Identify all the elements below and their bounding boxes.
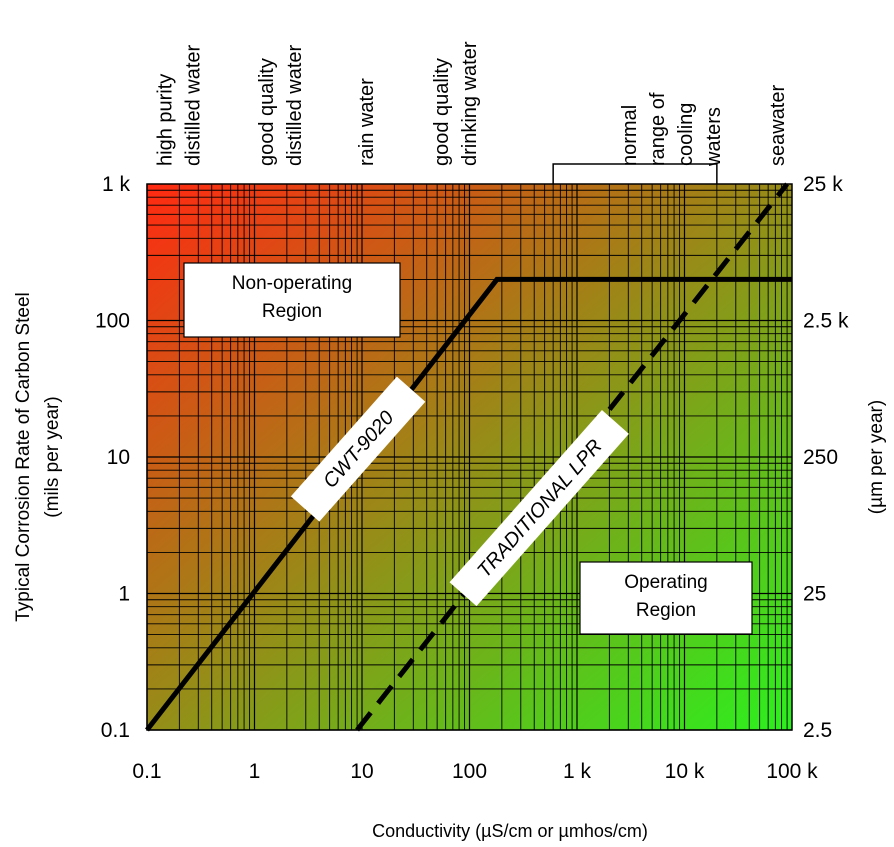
top-annotation-3-line-1: drinking water: [459, 41, 481, 166]
top-annotation-4-line-2: cooling: [675, 103, 697, 166]
x-tick-label: 10 k: [665, 760, 705, 783]
region-labels: Non-operating Region Operating Region: [183, 262, 753, 635]
x-tick-label: 100 k: [766, 760, 818, 783]
x-tick-label: 100: [452, 760, 487, 783]
y-tick-label: 10: [107, 446, 130, 469]
operating-region-label: Operating: [624, 572, 707, 593]
y-tick-label: 100: [95, 310, 130, 333]
top-annotation-2-line-0: rain water: [356, 78, 378, 166]
cwt-9020-label-box: [290, 376, 426, 522]
x-tick-label: 0.1: [132, 760, 161, 783]
top-annotation-1-line-1: distilled water: [284, 44, 306, 166]
traditional-lpr-label-box: [449, 410, 629, 607]
plot-frame: [146, 183, 793, 731]
non-operating-region-box: [183, 262, 401, 338]
top-annotation-1-line-0: good quality: [256, 58, 278, 166]
x-tick-label: 1: [249, 760, 261, 783]
y2-tick-label: 25 k: [803, 173, 843, 196]
y-axis-label-line-2: (mils per year): [42, 396, 63, 517]
top-annotation-5-line-0: seawater: [767, 85, 789, 166]
y2-tick-label: 25: [803, 583, 826, 606]
cwt-9020-line: [145, 276, 792, 732]
top-annotation-0-line-0: high purity: [155, 74, 177, 166]
top-annotations: high purity distilled water good quality di…: [155, 41, 789, 184]
y2-tick-label: 250: [803, 446, 838, 469]
y-tick-label: 0.1: [101, 719, 130, 742]
y-tick-label: 1 k: [102, 173, 131, 196]
y-axis-label-line-1: Typical Corrosion Rate of Carbon Steel: [13, 292, 34, 622]
y2-tick-label: 2.5 k: [803, 310, 849, 333]
y2-axis-ticks: 2.5 25 250 2.5 k 25 k: [803, 173, 849, 742]
y-tick-label: 1: [118, 583, 130, 606]
top-annotation-4-line-3: waters: [703, 107, 725, 167]
top-annotation-4-line-0: normal: [619, 105, 641, 166]
operating-region-label: Region: [636, 600, 696, 621]
top-annotation-3-line-0: good quality: [431, 58, 453, 166]
operating-region-box: [579, 561, 753, 635]
x-axis-ticks: 0.1 1 10 100 1 k 10 k 100 k: [132, 760, 818, 783]
x-axis-label: Conductivity (µS/cm or µmhos/cm): [372, 821, 648, 841]
y-axis-ticks: 0.1 1 10 100 1 k: [95, 173, 131, 742]
x-tick-label: 1 k: [563, 760, 592, 783]
y2-axis-label: (µm per year): [866, 400, 887, 514]
top-annotation-4-line-1: range of: [647, 92, 669, 166]
y2-tick-label: 2.5: [803, 719, 832, 742]
non-operating-region-label: Non-operating: [232, 273, 352, 294]
top-annotation-0-line-1: distilled water: [183, 44, 205, 166]
x-tick-label: 10: [350, 760, 373, 783]
non-operating-region-label: Region: [262, 301, 322, 322]
cooling-range-bracket: [552, 163, 718, 184]
